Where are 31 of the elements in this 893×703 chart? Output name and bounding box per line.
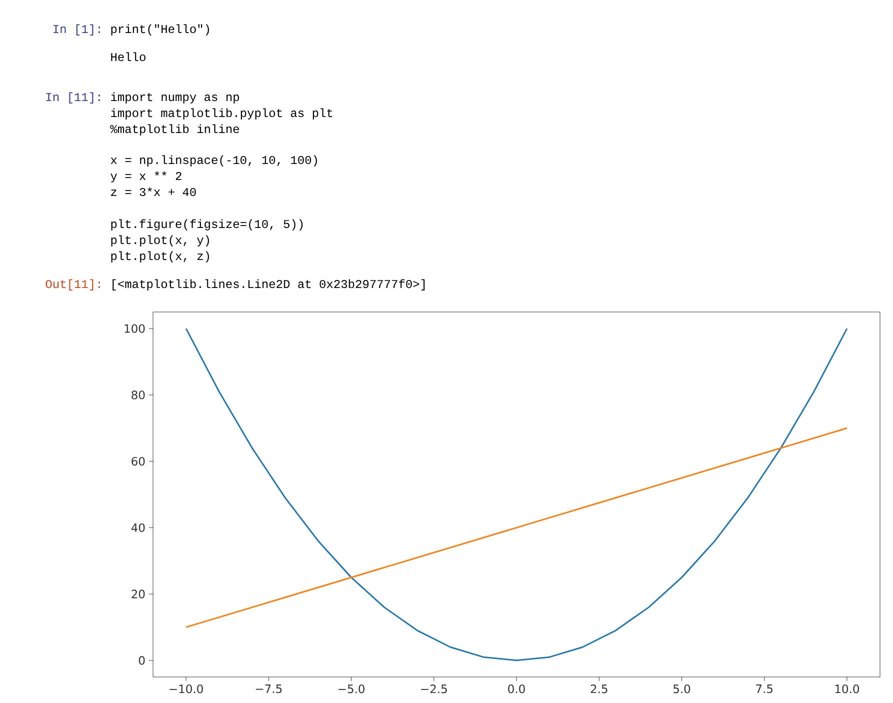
text: Out[11]: <box>46 279 100 290</box>
text: y = x ** 2 <box>110 171 182 182</box>
y-tick-label: 20 <box>132 590 145 598</box>
text: In [11]: <box>46 92 100 104</box>
text: %matplotlib inline <box>110 124 240 136</box>
x-tick-label: −2.5 <box>421 684 447 694</box>
text: import numpy as np <box>111 92 239 104</box>
x-tick-label: −7.5 <box>256 684 282 694</box>
y-tick-label: 40 <box>131 523 145 532</box>
y-tick-label: 0 <box>138 656 145 665</box>
text: x = np.linspace(-10, 10, 100) <box>110 155 317 166</box>
x-tick-label: 5.0 <box>673 684 690 694</box>
x-tick-label: 10.0 <box>835 684 859 694</box>
text: plt.plot(x, y) <box>111 235 209 246</box>
text: import matplotlib.pyplot as plt <box>111 108 332 120</box>
y-tick-label: 100 <box>124 324 145 333</box>
text: plt.figure(figsize=(10, 5)) <box>111 219 303 230</box>
y-tick-label: 80 <box>132 390 145 400</box>
x-tick-label: −10.0 <box>170 684 203 694</box>
text: plt.plot(x, z) <box>111 251 209 262</box>
text: Hello <box>111 52 146 62</box>
text: In [1]: <box>54 24 100 36</box>
text: print("Hello") <box>111 24 209 36</box>
x-tick-label: 0.0 <box>508 684 525 694</box>
x-tick-label: 7.5 <box>756 684 772 694</box>
line-series <box>185 328 848 662</box>
text: [<matplotlib.lines.Line2D at 0x23b297777f0>] <box>112 279 425 290</box>
y-tick-label: 60 <box>132 456 145 466</box>
x-tick-label: 2.5 <box>590 684 608 694</box>
text: z = 3*x + 40 <box>111 187 196 196</box>
x-tick-label: −5.0 <box>338 684 364 694</box>
